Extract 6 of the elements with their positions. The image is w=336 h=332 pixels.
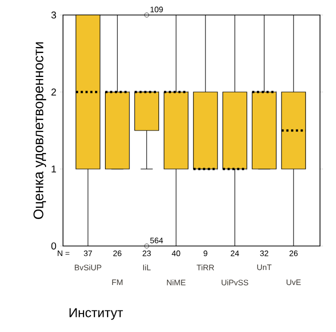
y-tick-label: 2	[51, 88, 56, 96]
y-tick-label: 0	[51, 242, 56, 250]
y-tick-label: 1	[52, 166, 56, 172]
x-axis-title: Институт	[70, 308, 123, 320]
y-tick-label: 3	[51, 11, 56, 19]
y-axis-title: Оценка удовлетворенности	[33, 42, 46, 220]
